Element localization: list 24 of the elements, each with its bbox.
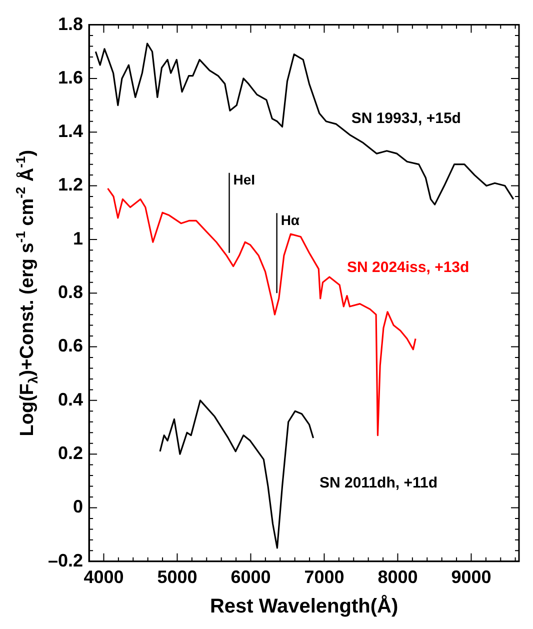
series-label: SN 2024iss, +13d <box>347 259 470 276</box>
x-tick-label: 8000 <box>378 567 418 588</box>
y-tick-label: 1.4 <box>58 121 84 142</box>
x-axis-title: Rest Wavelength(Å) <box>210 594 398 618</box>
text: SN 2011dh, +11d <box>319 474 438 492</box>
y-tick-label: 1.8 <box>58 14 84 34</box>
y-tick-label: 0.2 <box>58 443 84 464</box>
y-tick-label: 0.6 <box>58 336 84 356</box>
y-tick-label: –0.2 <box>48 550 84 570</box>
y-tick-label: 1.6 <box>58 67 84 88</box>
series-label: SN 1993J, +15d <box>351 110 461 127</box>
annotation: Hα <box>280 212 300 228</box>
x-tick-label: 9000 <box>451 567 492 588</box>
text: Log(Fλ)+Const. (erg s-1 cm-2 Å-1) <box>12 150 40 436</box>
x-tick-label: 5000 <box>157 567 198 588</box>
y-tick-label: 0 <box>73 496 84 517</box>
y-tick-label: 1.2 <box>58 174 84 195</box>
x-tick-label: 6000 <box>230 567 271 588</box>
y-tick-label: 0.4 <box>58 389 84 410</box>
x-tick-label: 4000 <box>84 567 124 588</box>
x-tick-label: 7000 <box>304 567 344 588</box>
y-tick-label: 1 <box>73 228 84 248</box>
y-tick-label: 0.8 <box>58 282 84 302</box>
annotation: HeI <box>233 172 256 188</box>
